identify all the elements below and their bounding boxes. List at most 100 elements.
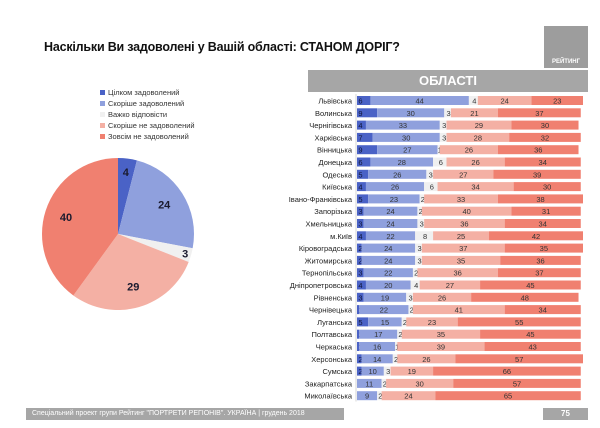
pie-data-label: 24 xyxy=(158,200,171,212)
category-label: Миколаївська xyxy=(304,392,352,401)
bar-segment xyxy=(444,108,451,118)
bar-data-label: 44 xyxy=(415,97,423,106)
bar-data-label: 36 xyxy=(536,256,544,265)
bar-data-label: 27 xyxy=(403,146,411,155)
bar-segment xyxy=(421,243,505,253)
bar-data-label: 40 xyxy=(462,207,470,216)
bar-segment xyxy=(471,292,579,302)
bar-segment xyxy=(424,219,505,228)
bar-segment xyxy=(359,305,409,315)
bar-data-label: 3 xyxy=(358,220,362,229)
category-label: Львівська xyxy=(318,97,352,106)
bar-segment xyxy=(484,342,581,351)
bar-data-label: 3 xyxy=(420,220,424,229)
category-label: Хмельницька xyxy=(305,220,352,229)
bar-data-label: 30 xyxy=(407,109,415,118)
pie-slice xyxy=(73,234,189,310)
bar-data-label: 23 xyxy=(553,97,561,106)
bar-data-label: 2 xyxy=(358,256,362,265)
bar-data-label: 3 xyxy=(429,170,433,179)
legend-item: Скоріше задоволений xyxy=(100,98,195,109)
bar-segment xyxy=(504,305,581,315)
bar-data-label: 45 xyxy=(526,330,534,339)
category-label: Полтавська xyxy=(312,330,353,339)
legend-item: Цілком задоволений xyxy=(100,87,195,98)
bar-segment xyxy=(417,268,498,278)
legend-swatch xyxy=(100,90,105,95)
bar-data-label: 34 xyxy=(539,306,547,315)
bar-data-label: 1 xyxy=(395,343,399,352)
bar-data-label: 42 xyxy=(532,232,540,241)
bar-data-label: 36 xyxy=(460,220,468,229)
category-label: Вінницька xyxy=(317,146,353,155)
bar-segment xyxy=(357,292,364,302)
bar-data-label: 2 xyxy=(419,207,423,216)
category-label: Чернівецька xyxy=(309,306,353,315)
bar-segment xyxy=(417,219,425,228)
bar-segment xyxy=(381,391,436,401)
bar-data-label: 45 xyxy=(526,281,534,290)
bar-segment xyxy=(361,255,416,265)
bar-data-label: 6 xyxy=(439,158,443,167)
bar-segment xyxy=(426,169,434,179)
bar-data-label: 37 xyxy=(535,109,543,118)
bar-segment xyxy=(412,305,505,315)
bar-segment xyxy=(390,366,434,376)
bar-segment xyxy=(446,157,505,167)
bar-data-label: 26 xyxy=(391,183,399,192)
bar-segment xyxy=(415,243,422,253)
bar-data-label: 2 xyxy=(358,355,362,364)
category-label: м.Київ xyxy=(330,232,352,241)
pie-slice xyxy=(42,158,118,296)
bar-data-label: 35 xyxy=(540,244,548,253)
bar-data-label: 15 xyxy=(381,318,389,327)
bar-segment xyxy=(511,120,579,130)
bar-data-label: 3 xyxy=(386,367,390,376)
bar-segment xyxy=(497,108,581,118)
bar-segment xyxy=(357,120,366,130)
bar-data-label: 24 xyxy=(501,97,509,106)
bar-data-label: 3 xyxy=(442,133,446,142)
bar-data-label: 4 xyxy=(358,232,362,241)
bar-segment xyxy=(357,366,362,376)
bar-segment xyxy=(421,206,512,216)
bar-segment xyxy=(504,219,581,228)
bar-segment xyxy=(453,378,581,388)
bar-segment xyxy=(412,268,418,278)
bar-data-label: 39 xyxy=(533,170,541,179)
bar-data-label: 29 xyxy=(475,121,483,130)
bar-data-label: 43 xyxy=(528,343,536,352)
bar-segment xyxy=(392,354,398,364)
bar-data-label: 3 xyxy=(417,244,421,253)
bar-data-label: 16 xyxy=(373,343,381,352)
bar-segment xyxy=(357,206,364,216)
category-label: Чернігівська xyxy=(309,121,353,130)
bar-segment xyxy=(377,145,438,155)
pie-data-label: 29 xyxy=(127,282,139,294)
bar-data-label: 17 xyxy=(374,330,382,339)
category-label: Одеська xyxy=(323,170,353,179)
bar-segment xyxy=(497,268,581,278)
bar-data-label: 1 xyxy=(438,146,442,155)
bar-data-label: 3 xyxy=(358,207,362,216)
bar-data-label: 24 xyxy=(404,392,412,401)
bar-data-label: 23 xyxy=(428,318,436,327)
bar-segment xyxy=(381,378,387,388)
bar-data-label: 36 xyxy=(454,269,462,278)
bar-segment xyxy=(406,292,413,302)
page-number: 75 xyxy=(543,408,588,420)
bar-segment xyxy=(363,206,418,216)
category-label: Донецька xyxy=(319,158,353,167)
bar-segment xyxy=(504,157,581,167)
bar-segment xyxy=(368,194,420,204)
pie-data-label: 40 xyxy=(60,212,72,224)
bar-data-label: 4 xyxy=(358,281,362,290)
bar-data-label: 2 xyxy=(378,392,382,401)
legend-swatch xyxy=(100,123,105,128)
bar-segment xyxy=(421,255,501,265)
bar-segment xyxy=(513,182,581,192)
bar-data-label: 7 xyxy=(358,133,362,142)
logo-text: РЕЙТИНГ xyxy=(551,59,581,65)
bar-segment xyxy=(357,243,362,253)
bar-data-label: 30 xyxy=(415,379,423,388)
